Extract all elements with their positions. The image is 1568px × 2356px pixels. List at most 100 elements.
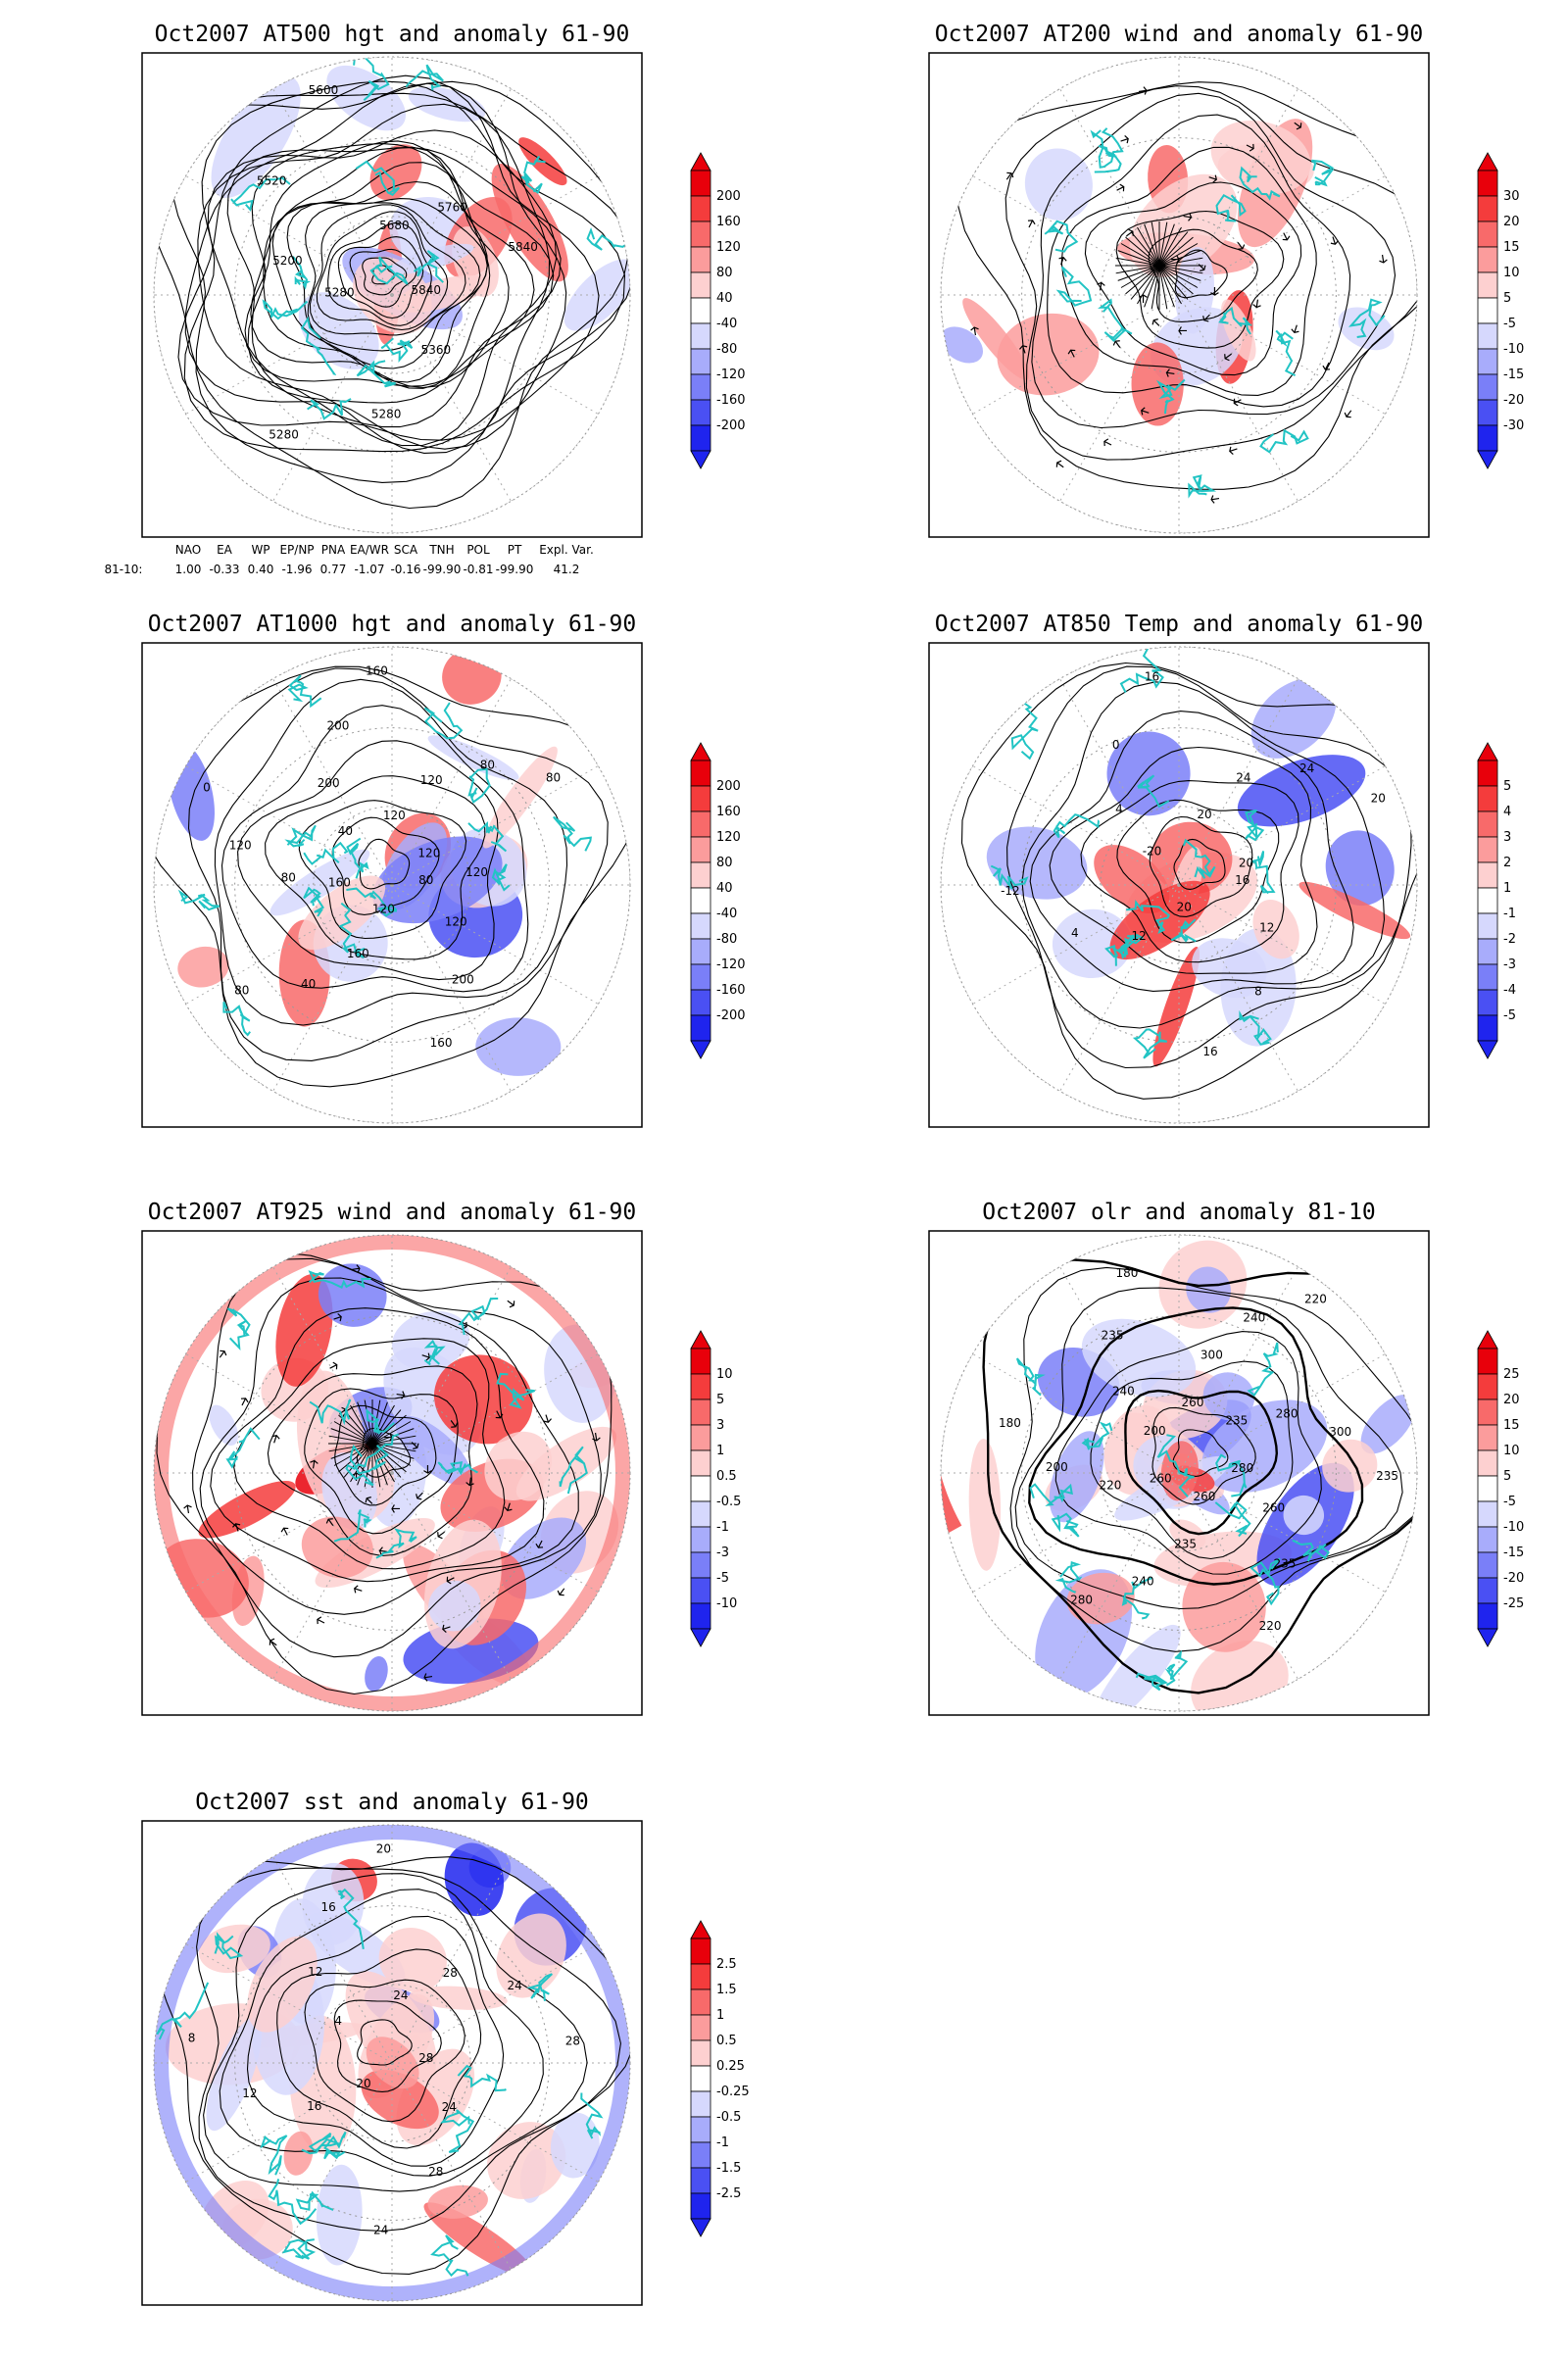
contour-line: [1116, 799, 1280, 944]
colorbar-tick-label: -1: [716, 1520, 729, 1535]
meridian: [272, 1472, 393, 1680]
wind-arrow: [396, 1391, 406, 1399]
streamline: [1144, 223, 1160, 267]
colorbar-tick-label: 120: [716, 830, 741, 845]
coastline: [337, 1888, 365, 1949]
colorbar-swatch: [690, 1475, 711, 1502]
map-boundary: [940, 56, 1418, 534]
contour-line: [1047, 114, 1351, 408]
coastline: [1188, 474, 1217, 499]
streamline: [371, 1443, 402, 1478]
coastline: [346, 837, 369, 879]
colorbar-tick-label: -0.5: [716, 1495, 741, 1509]
polar-map: [154, 647, 630, 1123]
wind-arrow: [557, 1588, 565, 1596]
colorbar-swatch: [1477, 246, 1498, 273]
colorbar-tick-label: 0.25: [716, 2059, 745, 2074]
contour-line: [1172, 1429, 1229, 1477]
streamline: [1158, 257, 1203, 267]
contour-label: 200: [1144, 1424, 1166, 1438]
coastline: [1164, 1649, 1189, 1687]
colorbar-tick-label: 4: [1503, 805, 1511, 819]
meridian: [391, 294, 512, 502]
colorbar-tick-label: -0.5: [716, 2110, 741, 2125]
contour-line: [358, 838, 411, 890]
streamline: [357, 1401, 373, 1445]
coastline: [230, 176, 291, 212]
colorbar-tick-label: 10: [1503, 266, 1520, 280]
meridian: [391, 1353, 599, 1474]
contour-line: [1014, 1287, 1403, 1610]
coastline: [1170, 918, 1197, 943]
colorbar-swatch: [690, 221, 711, 248]
latitude-circle: [313, 806, 471, 964]
contour-label: 5600: [309, 83, 339, 97]
anomaly-shade: [395, 1415, 471, 1486]
contour-label: 235: [1102, 1329, 1124, 1343]
streamline: [1158, 265, 1189, 300]
contour-label: 0: [1112, 738, 1120, 752]
streamline: [1151, 221, 1160, 267]
colorbar-tick-label: -40: [716, 317, 737, 331]
wind-arrow: [219, 1350, 227, 1358]
contour-label: 12: [242, 2086, 257, 2100]
wind-arrow: [1152, 319, 1160, 326]
contour-line: [305, 202, 481, 352]
colorbar-tick-label: -15: [1503, 1546, 1524, 1560]
contour-line: [334, 1404, 437, 1506]
contour-label: 220: [1304, 1293, 1327, 1306]
colorbar-swatch: [1477, 1577, 1498, 1604]
coastline: [1310, 159, 1335, 187]
streamline: [350, 1443, 373, 1483]
coastline: [1137, 774, 1170, 809]
map-boundary: [153, 1234, 631, 1712]
anomaly-shade: [1192, 938, 1267, 999]
teleconnection-value: -99.90: [423, 563, 462, 576]
colorbar-swatch: [690, 1577, 711, 1604]
contour-line: [250, 146, 510, 389]
contour-label: 28: [418, 2051, 433, 2065]
contour-label: 0: [203, 780, 211, 794]
colorbar-tick-label: 5: [716, 1393, 724, 1407]
contour-line: [276, 1948, 482, 2149]
colorbar-tick-label: -120: [716, 368, 746, 382]
coastline: [1054, 1560, 1083, 1594]
colorbar-tick-label: 3: [716, 1418, 724, 1433]
contour-label: 20: [1371, 791, 1386, 805]
colorbar-tick-label: 5: [1503, 291, 1511, 306]
colorbar-tick-label: -40: [716, 907, 737, 921]
coastline: [226, 1307, 251, 1351]
meridian: [1059, 294, 1180, 502]
streamline: [371, 1443, 416, 1452]
streamline: [333, 1421, 373, 1445]
contour-line: [263, 162, 491, 389]
coastline: [423, 1339, 446, 1366]
streamline: [1158, 265, 1203, 274]
wind-arrow: [1141, 407, 1150, 416]
colorbar-min-arrow: [690, 2218, 711, 2237]
anomaly-shade: [409, 1986, 508, 2010]
colorbar-tick-label: -5: [716, 1571, 729, 1586]
colorbar-swatch: [690, 1424, 711, 1451]
anomaly-shade: [1131, 342, 1184, 426]
anomaly-shade: [962, 298, 1030, 380]
colorbar-swatch: [1477, 399, 1498, 426]
contour-line: [304, 1388, 459, 1535]
streamline: [1158, 250, 1201, 267]
wind-arrow: [365, 1497, 373, 1504]
colorbar-swatch: [690, 348, 711, 375]
colorbar-tick-label: -2: [1503, 932, 1516, 947]
colorbar-tick-label: -1: [716, 2135, 729, 2150]
colorbar-tick-label: -5: [1503, 1008, 1516, 1023]
map-boundary: [940, 646, 1418, 1124]
colorbar-swatch: [690, 399, 711, 426]
wind-arrow: [495, 1410, 504, 1419]
map-panel-1: Oct2007 AT500 hgt and anomaly 61-90 5840 5…: [141, 22, 746, 538]
colorbar-swatch: [690, 1551, 711, 1579]
colorbar-swatch: [690, 1500, 711, 1528]
contour-label: 235: [1376, 1469, 1398, 1483]
streamline: [371, 1404, 395, 1445]
anomaly-shade: [198, 1480, 296, 1539]
colorbar-swatch: [690, 2090, 711, 2118]
coastline: [1183, 838, 1216, 879]
